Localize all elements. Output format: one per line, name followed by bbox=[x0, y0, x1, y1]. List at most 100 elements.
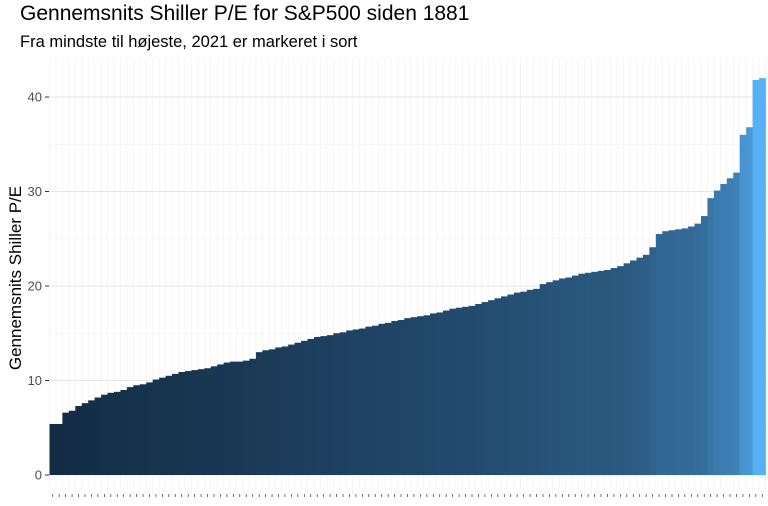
bar bbox=[81, 403, 89, 475]
bar bbox=[94, 397, 102, 475]
bar bbox=[107, 392, 115, 475]
bar bbox=[333, 333, 341, 475]
bar bbox=[539, 284, 547, 475]
bar bbox=[275, 347, 283, 475]
bar bbox=[462, 306, 470, 475]
bar bbox=[662, 231, 670, 475]
bar bbox=[307, 338, 315, 475]
bar bbox=[475, 303, 483, 475]
bar bbox=[488, 300, 495, 475]
bar bbox=[513, 292, 521, 475]
bar bbox=[281, 346, 289, 475]
bar bbox=[597, 270, 605, 475]
bar bbox=[739, 134, 747, 476]
bar bbox=[559, 278, 566, 475]
bar bbox=[746, 127, 753, 476]
bar bbox=[49, 423, 57, 475]
bar bbox=[707, 198, 715, 476]
bar bbox=[436, 312, 444, 475]
chart-title: Gennemsnits Shiller P/E for S&P500 siden… bbox=[20, 2, 470, 25]
y-tick-label: 10 bbox=[28, 373, 42, 388]
bar bbox=[610, 268, 618, 475]
bar bbox=[630, 260, 637, 475]
chart-subtitle: Fra mindste til højeste, 2021 er markere… bbox=[20, 33, 358, 51]
bar bbox=[262, 350, 270, 475]
bar bbox=[133, 385, 141, 475]
bar bbox=[565, 277, 573, 475]
bar bbox=[578, 273, 586, 475]
bar bbox=[288, 344, 296, 475]
bar bbox=[688, 226, 695, 475]
bar bbox=[68, 410, 76, 475]
x-axis bbox=[52, 494, 763, 497]
bar bbox=[623, 263, 631, 475]
bar bbox=[552, 280, 560, 475]
bar bbox=[636, 257, 644, 475]
bar bbox=[165, 375, 173, 475]
bar bbox=[365, 326, 373, 475]
bar bbox=[191, 370, 199, 475]
bar bbox=[584, 272, 592, 475]
bar bbox=[726, 178, 734, 475]
bar bbox=[655, 234, 663, 475]
bar bbox=[146, 382, 154, 475]
bar bbox=[501, 296, 508, 475]
bar bbox=[223, 362, 231, 475]
bar bbox=[75, 406, 83, 475]
bar bbox=[481, 302, 489, 475]
bar bbox=[391, 320, 399, 475]
y-axis: 0 10 20 30 40 bbox=[28, 90, 49, 483]
bar bbox=[642, 254, 650, 475]
bar bbox=[217, 364, 225, 475]
bar bbox=[120, 389, 128, 475]
bar bbox=[152, 379, 160, 475]
bar bbox=[184, 371, 192, 475]
bar bbox=[255, 352, 263, 475]
bar bbox=[301, 340, 308, 475]
bar bbox=[249, 358, 257, 475]
bar bbox=[694, 223, 702, 475]
bar bbox=[410, 317, 418, 475]
y-tick-label: 30 bbox=[28, 184, 42, 199]
bar bbox=[346, 330, 354, 475]
bar bbox=[339, 332, 347, 475]
bar bbox=[197, 369, 205, 475]
bar bbox=[591, 271, 599, 475]
bar bbox=[210, 366, 218, 475]
bar bbox=[359, 328, 366, 475]
bar bbox=[494, 298, 502, 475]
bars bbox=[49, 78, 766, 476]
bar bbox=[455, 307, 463, 475]
bar bbox=[417, 316, 425, 475]
bar bbox=[681, 228, 689, 475]
bar bbox=[268, 349, 276, 475]
bar bbox=[733, 172, 741, 475]
bar bbox=[139, 384, 147, 475]
bar bbox=[397, 320, 405, 475]
y-tick-label: 40 bbox=[28, 90, 42, 105]
bar bbox=[159, 377, 167, 475]
bar bbox=[126, 387, 134, 475]
bar bbox=[520, 291, 528, 475]
bar bbox=[320, 336, 328, 475]
y-tick-label: 0 bbox=[35, 468, 42, 483]
bar bbox=[546, 282, 554, 475]
bar bbox=[649, 247, 657, 475]
bar bbox=[236, 361, 244, 475]
y-tick-label: 20 bbox=[28, 279, 42, 294]
bar bbox=[352, 329, 360, 475]
bar bbox=[713, 190, 721, 475]
bar bbox=[675, 229, 683, 475]
bar bbox=[326, 335, 334, 475]
bar bbox=[101, 394, 108, 475]
bar bbox=[230, 361, 237, 475]
bar bbox=[55, 423, 63, 475]
bar bbox=[468, 305, 476, 475]
bar bbox=[604, 269, 612, 475]
bar bbox=[430, 313, 437, 475]
bar bbox=[752, 79, 760, 476]
bar bbox=[88, 400, 96, 475]
bar bbox=[720, 183, 728, 475]
bar bbox=[533, 288, 541, 475]
